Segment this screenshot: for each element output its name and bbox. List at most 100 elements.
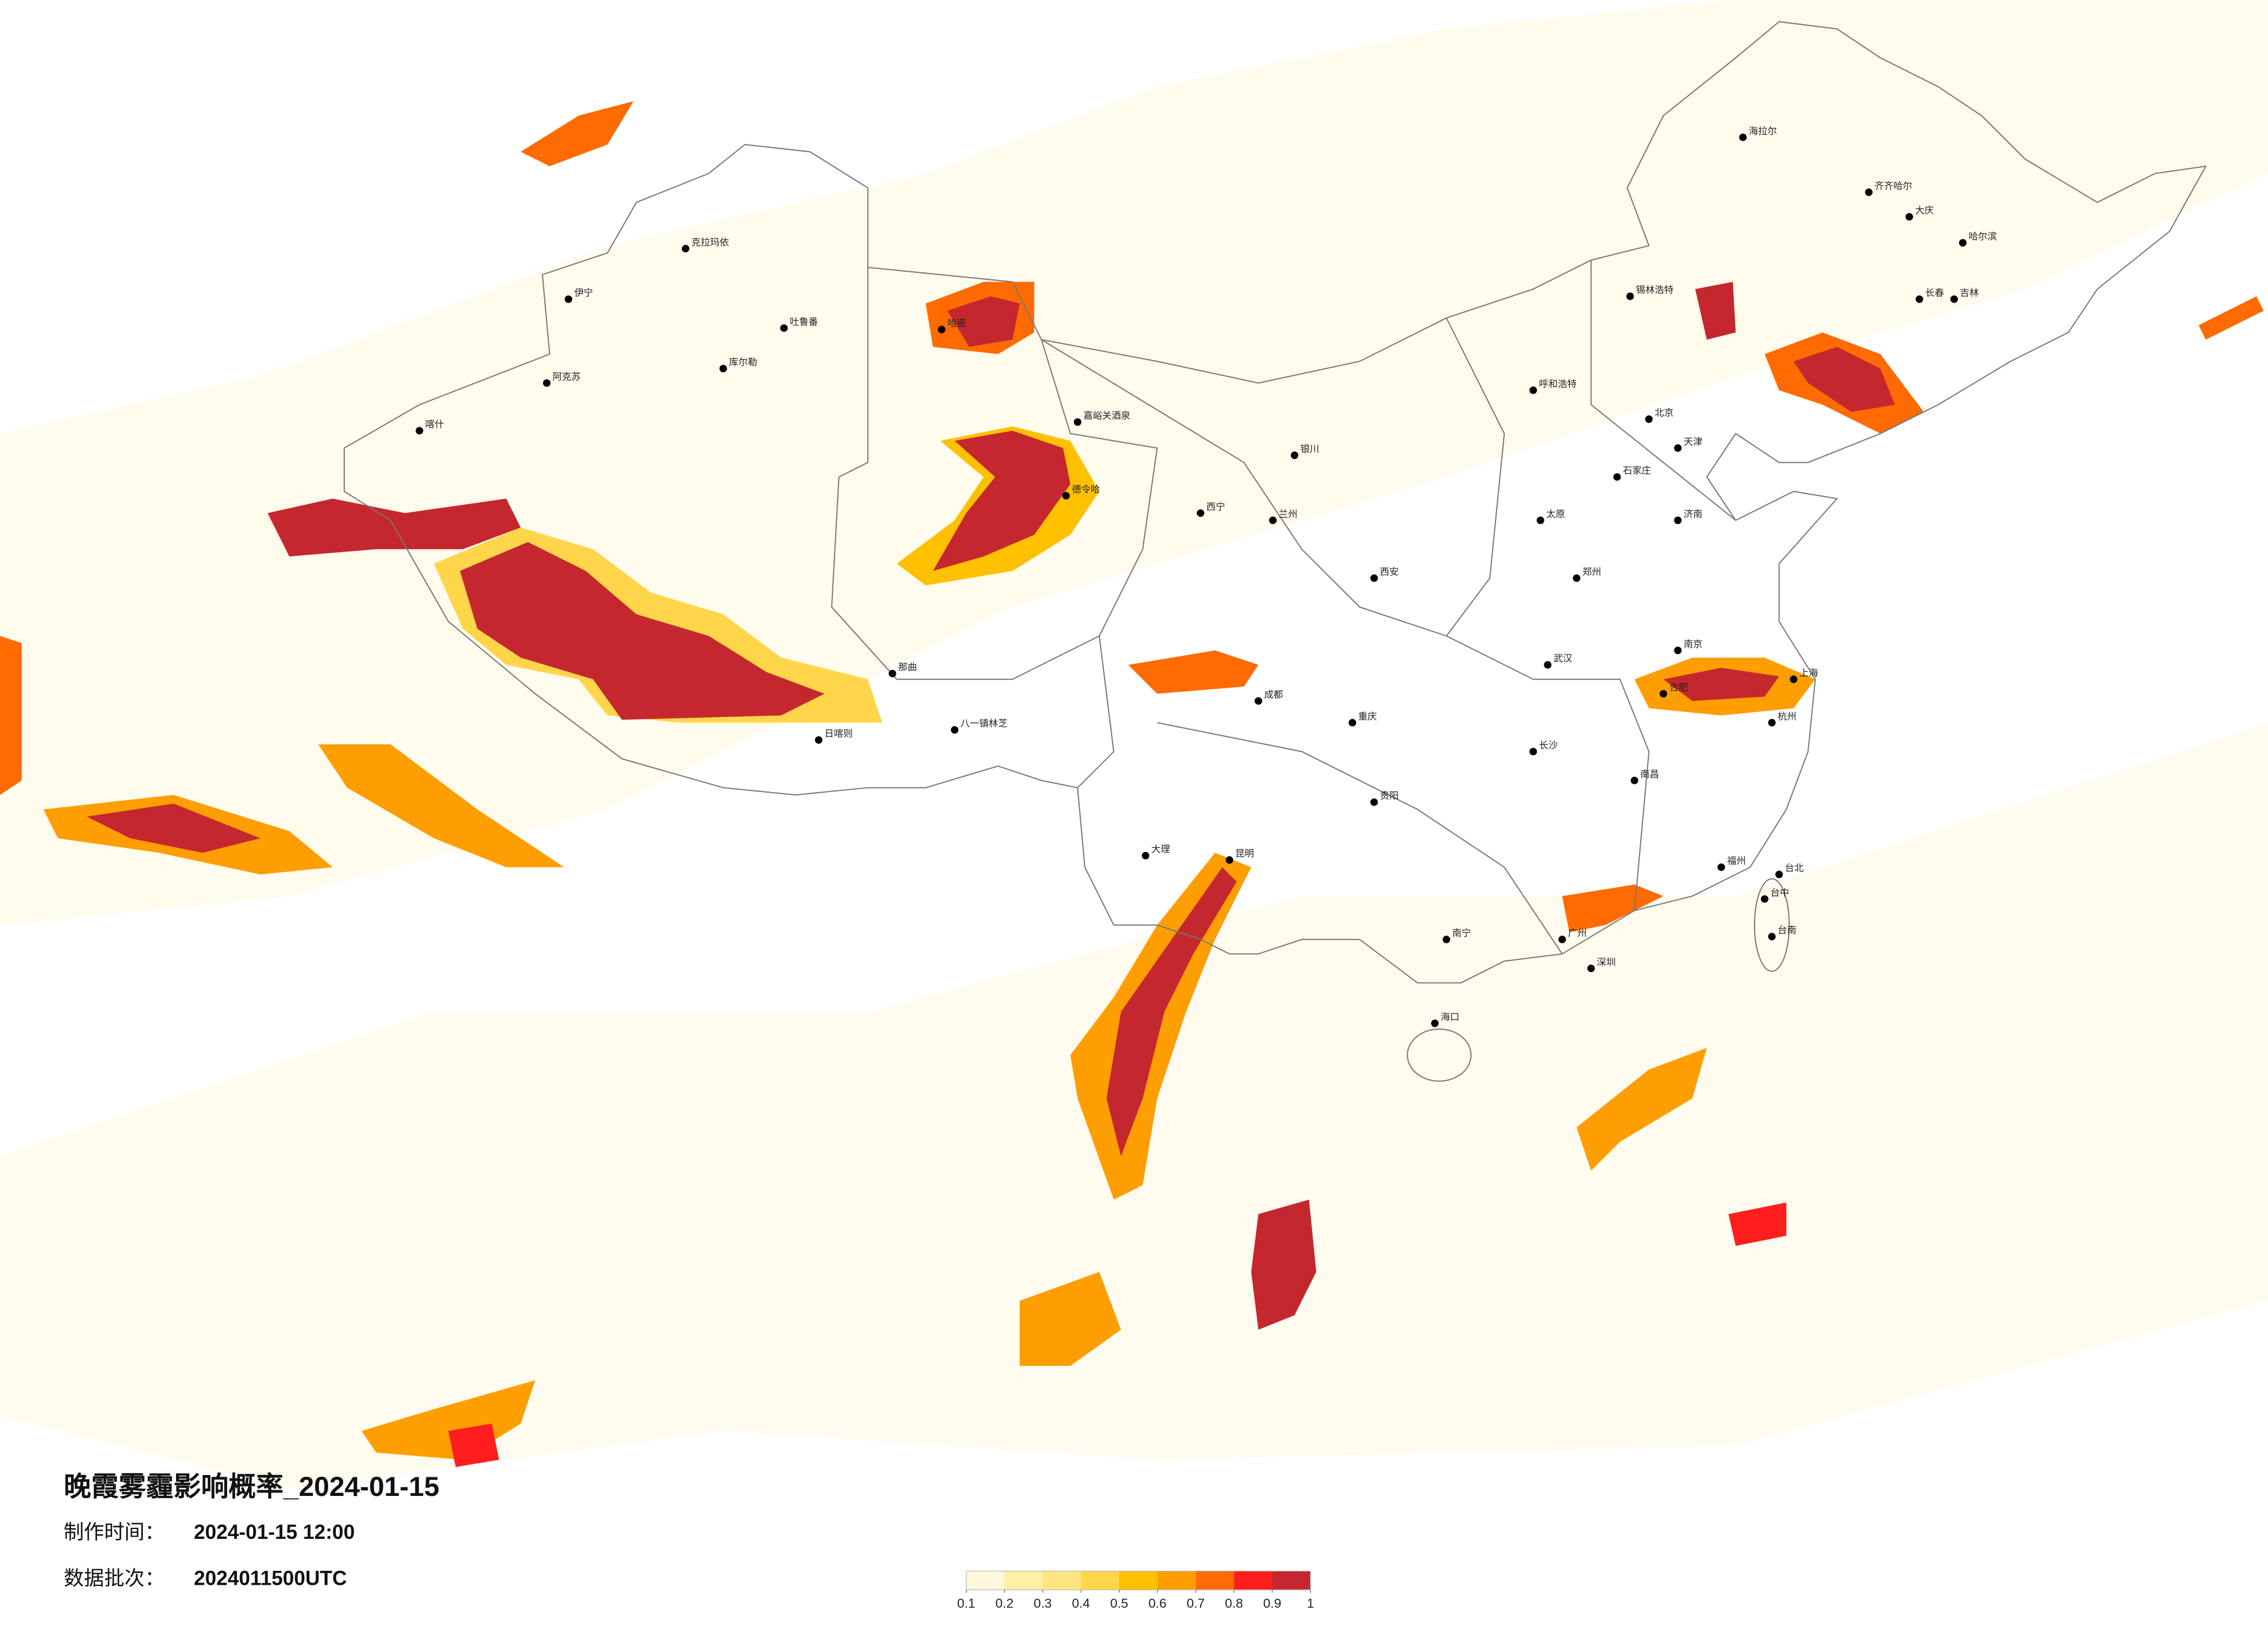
city-dot <box>1674 646 1682 654</box>
blob <box>1106 867 1237 1157</box>
city-dot <box>1269 516 1277 524</box>
city-label: 成都 <box>1264 689 1283 700</box>
city-dot <box>1442 936 1450 944</box>
city-dot <box>1768 718 1776 726</box>
legend-tick-label: 0.9 <box>1263 1596 1281 1611</box>
blob <box>1251 1199 1317 1330</box>
city-dot <box>815 736 823 744</box>
borders <box>343 21 2207 1082</box>
blob <box>1793 347 1895 412</box>
city-label: 吐鲁番 <box>790 316 818 327</box>
legend-tick-label: 0.3 <box>1034 1596 1052 1611</box>
city-dot <box>1775 870 1783 879</box>
city-label: 伊宁 <box>574 288 593 298</box>
city-dot <box>1370 574 1378 582</box>
blob <box>1562 884 1663 933</box>
blob <box>87 803 261 853</box>
city-dot <box>1255 697 1263 705</box>
blob <box>1663 667 1780 702</box>
city-label: 克拉玛依 <box>691 237 729 247</box>
city-dot <box>1739 133 1747 141</box>
city-label: 日喀则 <box>825 729 853 739</box>
haze <box>0 0 2268 925</box>
blob <box>933 430 1070 571</box>
city-label: 长春 <box>1925 288 1944 298</box>
legend-swatch <box>1081 1571 1120 1590</box>
city-label: 石家庄 <box>1623 466 1651 476</box>
province-border <box>1446 260 1737 636</box>
blob <box>1128 650 1259 694</box>
legend-tick-label: 0.2 <box>995 1596 1013 1611</box>
city-label: 台北 <box>1785 863 1803 873</box>
blob <box>0 636 22 795</box>
city-label: 大庆 <box>1915 206 1933 216</box>
city-label: 太原 <box>1546 509 1565 519</box>
city-label: 福州 <box>1727 856 1746 866</box>
blob <box>1019 1272 1122 1366</box>
blob <box>1695 282 1736 340</box>
city-label: 重庆 <box>1358 711 1377 722</box>
city-label: 长沙 <box>1539 740 1558 751</box>
city-label: 海拉尔 <box>1749 126 1777 136</box>
legend-swatch <box>1272 1571 1311 1590</box>
legend-tick-label: 0.7 <box>1187 1596 1205 1611</box>
blob <box>459 542 825 720</box>
city-label: 北京 <box>1655 408 1673 418</box>
city-label: 哈尔滨 <box>1968 231 1997 242</box>
city-dot <box>1768 933 1776 941</box>
city-dot <box>1717 863 1726 871</box>
city-dot <box>1558 936 1566 944</box>
city-label: 郑州 <box>1583 567 1601 577</box>
province-border <box>1077 635 1563 955</box>
city-label: 上海 <box>1799 668 1818 678</box>
blob <box>1728 1202 1787 1246</box>
batch-value: 2024011500UTC <box>194 1567 347 1590</box>
blob <box>520 101 634 167</box>
legend-tick-label: 0.4 <box>1072 1596 1090 1611</box>
legend-swatch <box>1004 1571 1043 1590</box>
batch-label: 数据批次： <box>64 1567 165 1590</box>
title: 晚霞雾霾影响概率_2024-01-15 <box>64 1472 440 1502</box>
city-dot <box>889 670 897 678</box>
city-label: 兰州 <box>1279 509 1297 519</box>
city-label: 八一镇林芝 <box>961 718 1008 729</box>
legend-swatch <box>1119 1571 1158 1590</box>
city-label: 喀什 <box>425 419 444 430</box>
city-dot <box>1950 295 1958 303</box>
city-label: 武汉 <box>1554 653 1572 664</box>
city-label: 济南 <box>1684 509 1702 519</box>
city-label: 昆明 <box>1235 848 1254 859</box>
city-dot <box>1529 386 1537 394</box>
city-label: 深圳 <box>1597 957 1615 967</box>
blob <box>448 1423 499 1467</box>
city-dot <box>1141 851 1149 859</box>
city-label: 齐齐哈尔 <box>1875 181 1913 191</box>
city-dot <box>1674 444 1682 452</box>
city-label: 阿克苏 <box>552 372 581 382</box>
city-label: 西安 <box>1380 567 1399 577</box>
city-label: 台中 <box>1770 887 1789 898</box>
city-label: 贵阳 <box>1380 791 1399 801</box>
city-dot <box>1659 690 1667 698</box>
city-dot <box>1915 295 1924 303</box>
city-dot <box>1760 895 1769 903</box>
city-label: 吉林 <box>1960 288 1979 298</box>
legend-tick-label: 0.8 <box>1225 1596 1243 1611</box>
city-dot <box>1291 451 1299 459</box>
legend-swatch <box>966 1571 1005 1590</box>
city-dot <box>1573 574 1581 582</box>
city-label: 银川 <box>1300 444 1319 454</box>
city-dot <box>1626 292 1634 300</box>
city-dot <box>1370 798 1378 806</box>
city-dot <box>1587 965 1595 973</box>
city-label: 库尔勒 <box>729 357 757 368</box>
city-label: 锡林浩特 <box>1636 285 1674 296</box>
city-dot <box>1630 776 1638 785</box>
country-border <box>343 21 2207 984</box>
city-dot <box>1613 473 1621 481</box>
city-dot <box>681 244 689 253</box>
city-label: 南宁 <box>1452 928 1471 938</box>
city-dot <box>719 365 727 373</box>
